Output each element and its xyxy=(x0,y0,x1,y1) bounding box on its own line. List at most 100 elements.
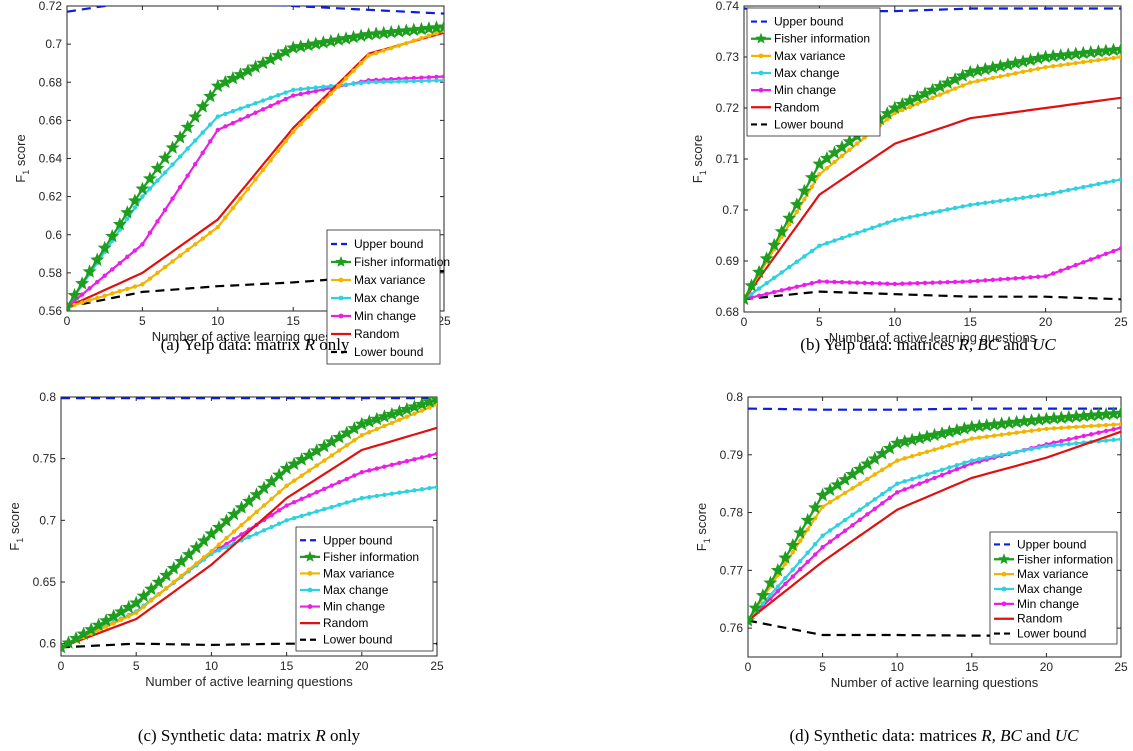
series-line-random xyxy=(744,96,1121,300)
data-point-min-change xyxy=(1035,274,1041,280)
data-point-fisher-information xyxy=(437,19,444,33)
x-tick-label: 10 xyxy=(211,314,225,328)
data-point-max-variance xyxy=(126,614,131,619)
data-point-max-variance xyxy=(299,473,304,478)
data-point-max-change xyxy=(373,79,379,85)
data-point-max-variance xyxy=(1096,423,1101,428)
x-tick-label: 5 xyxy=(819,660,826,674)
data-point-min-change xyxy=(125,254,130,260)
y-axis-label-f: F xyxy=(694,543,709,551)
data-point-max-variance xyxy=(977,435,982,440)
data-point-max-change xyxy=(880,491,885,497)
series-line-random xyxy=(748,430,1121,622)
data-point-max-change xyxy=(917,474,922,479)
data-point-max-variance xyxy=(1059,425,1064,431)
legend-marker-max-variance xyxy=(758,53,764,59)
data-point-max-change xyxy=(419,78,424,84)
data-point-max-variance xyxy=(209,548,214,554)
data-point-min-change xyxy=(223,124,228,129)
data-point-fisher-information xyxy=(67,288,82,302)
data-point-max-change xyxy=(321,84,326,90)
data-point-fisher-information xyxy=(82,264,97,278)
data-point-max-variance xyxy=(984,434,989,439)
y-axis-label-f: F xyxy=(13,175,28,183)
data-point-max-change xyxy=(434,78,439,83)
data-point-min-change xyxy=(337,480,342,485)
data-point-max-variance xyxy=(832,159,837,165)
data-point-max-change xyxy=(1021,448,1027,453)
x-tick-label: 20 xyxy=(1040,660,1054,674)
data-point-max-change xyxy=(835,523,840,528)
data-point-max-variance xyxy=(1096,57,1101,63)
data-point-fisher-information xyxy=(142,171,157,185)
data-point-min-change xyxy=(306,90,311,95)
data-point-max-change xyxy=(909,476,915,482)
data-point-max-variance xyxy=(162,264,168,270)
data-point-fisher-information xyxy=(203,89,218,103)
data-point-min-change xyxy=(441,74,444,79)
data-point-max-variance xyxy=(939,445,945,450)
data-point-fisher-information xyxy=(112,217,127,231)
data-point-max-variance xyxy=(223,215,228,220)
data-point-max-change xyxy=(260,98,266,103)
caption-c: (c) Synthetic data: matrix R only xyxy=(138,726,361,745)
series-line-lower-bound xyxy=(748,619,1121,637)
data-point-max-variance xyxy=(140,282,145,287)
data-point-max-variance xyxy=(915,101,920,107)
data-point-min-change xyxy=(253,110,258,115)
data-point-min-change xyxy=(865,512,870,517)
data-point-min-change xyxy=(426,75,432,80)
data-point-max-variance xyxy=(1051,426,1057,431)
data-point-min-change xyxy=(805,559,810,565)
chart-panel-b: 0 5 10 15 20 25 0.68 0.69 0.7 0.71 0.72 0.73 0.74 Num… xyxy=(690,0,1128,354)
data-point-max-variance xyxy=(1044,426,1049,431)
y-axis-label-sub: 1 xyxy=(21,170,31,175)
data-point-max-change xyxy=(817,243,822,248)
data-point-min-change xyxy=(291,500,297,505)
data-point-fisher-information xyxy=(808,500,823,514)
caption-mid: and xyxy=(1022,726,1055,745)
data-point-max-change xyxy=(170,162,175,167)
data-point-max-variance xyxy=(344,443,349,448)
data-point-min-change xyxy=(1111,427,1116,432)
legend-marker-max-change xyxy=(758,70,764,76)
data-point-min-change xyxy=(215,127,220,133)
legend-label-fisher-information: Fisher information xyxy=(354,255,450,269)
data-point-max-variance xyxy=(1111,422,1116,427)
legend-label-random: Random xyxy=(774,100,819,114)
data-point-max-variance xyxy=(275,148,281,154)
x-tick-label: 0 xyxy=(745,660,752,674)
data-point-min-change xyxy=(939,472,945,478)
y-axis-label: F1 score xyxy=(690,135,708,183)
caption-a: (a) Yelp data: matrix R only xyxy=(161,335,350,354)
data-point-max-change xyxy=(779,270,784,275)
data-point-max-change xyxy=(268,95,273,101)
data-point-fisher-information xyxy=(97,240,112,254)
data-point-min-change xyxy=(269,512,274,518)
chart-panel-a: 05101520250.560.580.60.620.640.660.680.7… xyxy=(13,0,451,365)
y-axis-label-sub: 1 xyxy=(15,538,25,543)
data-point-max-variance xyxy=(887,462,892,468)
data-point-max-change xyxy=(802,254,807,259)
data-point-min-change xyxy=(374,466,380,471)
data-point-max-change xyxy=(895,481,900,486)
data-point-max-variance xyxy=(389,45,394,51)
data-point-max-variance xyxy=(962,438,967,443)
data-point-max-variance xyxy=(842,490,848,496)
data-point-max-change xyxy=(261,528,267,533)
data-point-max-variance xyxy=(1058,62,1063,68)
data-point-max-variance xyxy=(125,286,130,292)
data-point-max-change xyxy=(276,521,282,526)
data-point-max-variance xyxy=(1021,429,1027,434)
caption-prefix: (d) Synthetic data: matrices xyxy=(790,726,982,745)
legend-marker-min-change xyxy=(1001,601,1007,607)
data-point-max-change xyxy=(1020,195,1026,200)
data-point-max-variance xyxy=(192,242,198,247)
data-point-fisher-information xyxy=(932,79,947,93)
data-point-max-variance xyxy=(1005,72,1011,78)
data-point-max-variance xyxy=(975,78,980,84)
data-point-max-change xyxy=(381,79,386,85)
data-point-max-variance xyxy=(200,236,205,241)
data-point-max-change xyxy=(397,490,402,495)
